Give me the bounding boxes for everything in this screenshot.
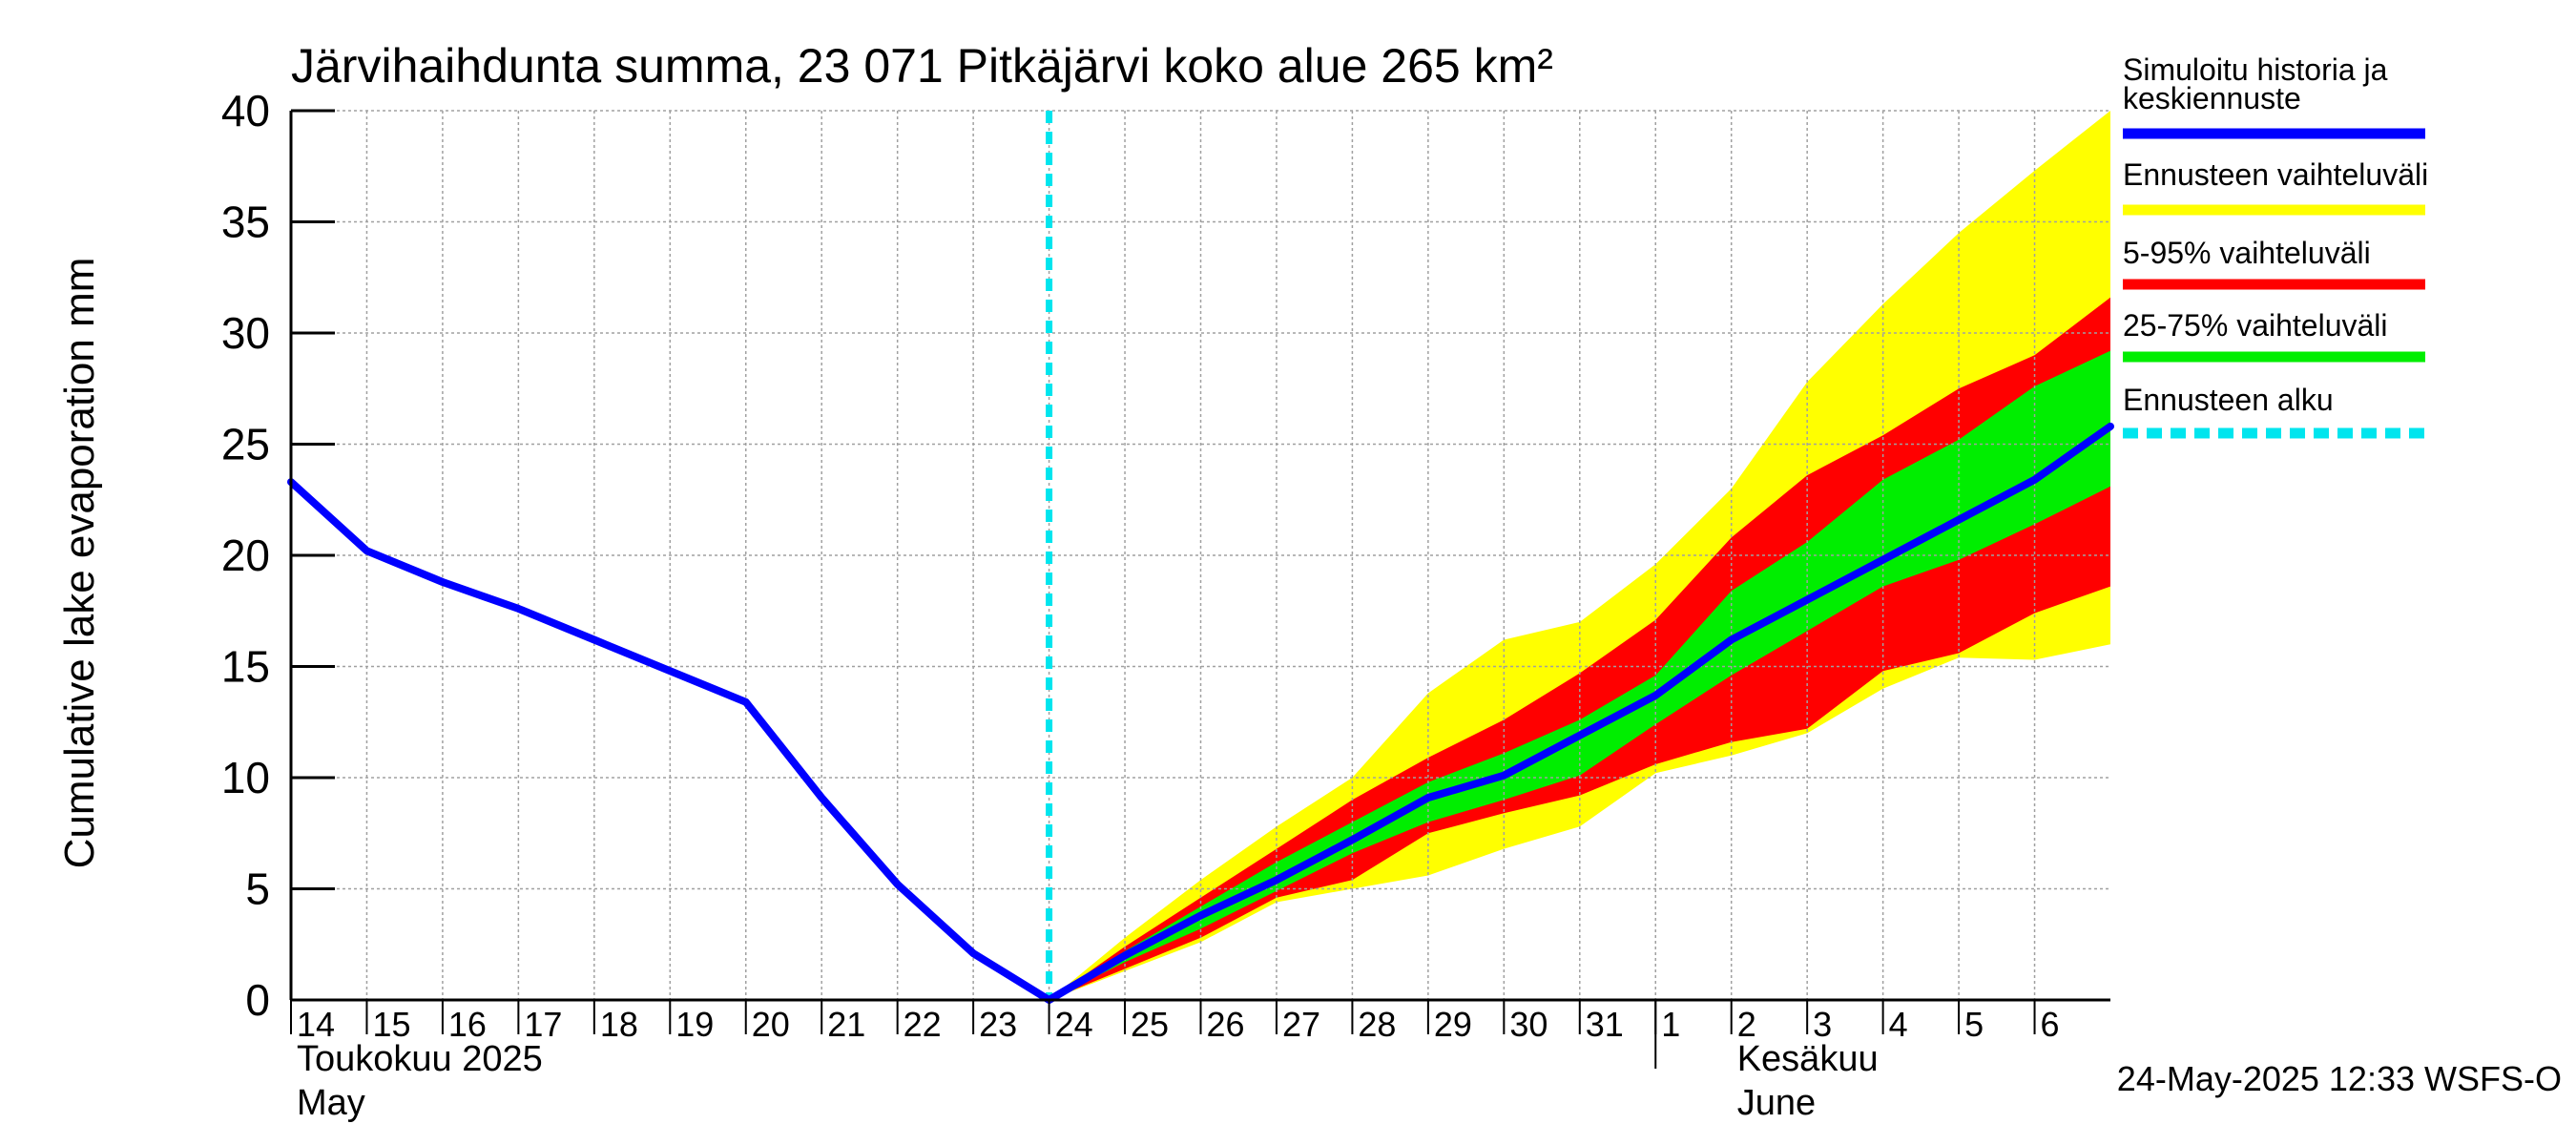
x-tick-label: 16 [448, 1005, 487, 1044]
legend-label: Ennusteen alku [2123, 383, 2334, 417]
month-label: Toukokuu 2025 [297, 1039, 543, 1079]
x-tick-label: 20 [752, 1005, 790, 1044]
data-lines [287, 111, 2114, 1004]
x-tick-label: 14 [297, 1005, 335, 1044]
grid [291, 110, 2110, 1000]
y-tick-label: 15 [221, 642, 270, 692]
x-tick-label: 25 [1131, 1005, 1169, 1044]
x-tick-label: 1 [1661, 1005, 1680, 1044]
legend-label: 25-75% vaihteluväli [2123, 308, 2388, 343]
x-tick-label: 2 [1737, 1005, 1756, 1044]
legend-label: keskiennuste [2123, 81, 2301, 115]
y-tick-label: 10 [221, 753, 270, 802]
y-tick-label: 25 [221, 420, 270, 469]
month-label-en: May [297, 1083, 365, 1123]
legend-label: Ennusteen vaihteluväli [2123, 157, 2428, 192]
x-tick-label: 19 [675, 1005, 714, 1044]
y-tick-label: 40 [221, 86, 270, 135]
median-history-line [287, 422, 2114, 1004]
y-tick-label: 0 [245, 975, 270, 1025]
x-tick-label: 5 [1964, 1005, 1984, 1044]
x-tick-label: 26 [1207, 1005, 1245, 1044]
y-tick-label: 5 [245, 864, 270, 914]
band-5-95 [1049, 297, 2110, 1000]
x-tick-label: 15 [372, 1005, 410, 1044]
x-tick-label: 23 [979, 1005, 1017, 1044]
x-tick-label: 6 [2041, 1005, 2060, 1044]
y-tick-label: 30 [221, 308, 270, 358]
y-axis-label: Cumulative lake evaporation mm [56, 258, 103, 869]
x-tick-label: 31 [1586, 1005, 1624, 1044]
chart-title: Järvihaihdunta summa, 23 071 Pitkäjärvi … [291, 39, 1553, 93]
x-tick-label: 30 [1509, 1005, 1548, 1044]
x-tick-label: 4 [1889, 1005, 1908, 1044]
x-tick-label: 21 [827, 1005, 865, 1044]
x-tick-label: 17 [524, 1005, 562, 1044]
month-label-en: June [1737, 1083, 1816, 1123]
month-label: Kesäkuu [1737, 1039, 1879, 1079]
x-tick-label: 3 [1813, 1005, 1832, 1044]
legend-label: Simuloitu historia ja [2123, 52, 2388, 87]
x-tick-label: 18 [600, 1005, 638, 1044]
x-tick-label: 24 [1055, 1005, 1093, 1044]
legend-label: 5-95% vaihteluväli [2123, 236, 2371, 270]
y-tick-label: 20 [221, 531, 270, 580]
x-tick-label: 22 [904, 1005, 942, 1044]
band-25-75 [1049, 350, 2110, 1001]
x-tick-label: 29 [1434, 1005, 1472, 1044]
x-tick-label: 27 [1282, 1005, 1320, 1044]
timestamp-footer: 24-May-2025 12:33 WSFS-O [2117, 1059, 2562, 1098]
x-tick-label: 28 [1358, 1005, 1396, 1044]
y-tick-label: 35 [221, 198, 270, 247]
